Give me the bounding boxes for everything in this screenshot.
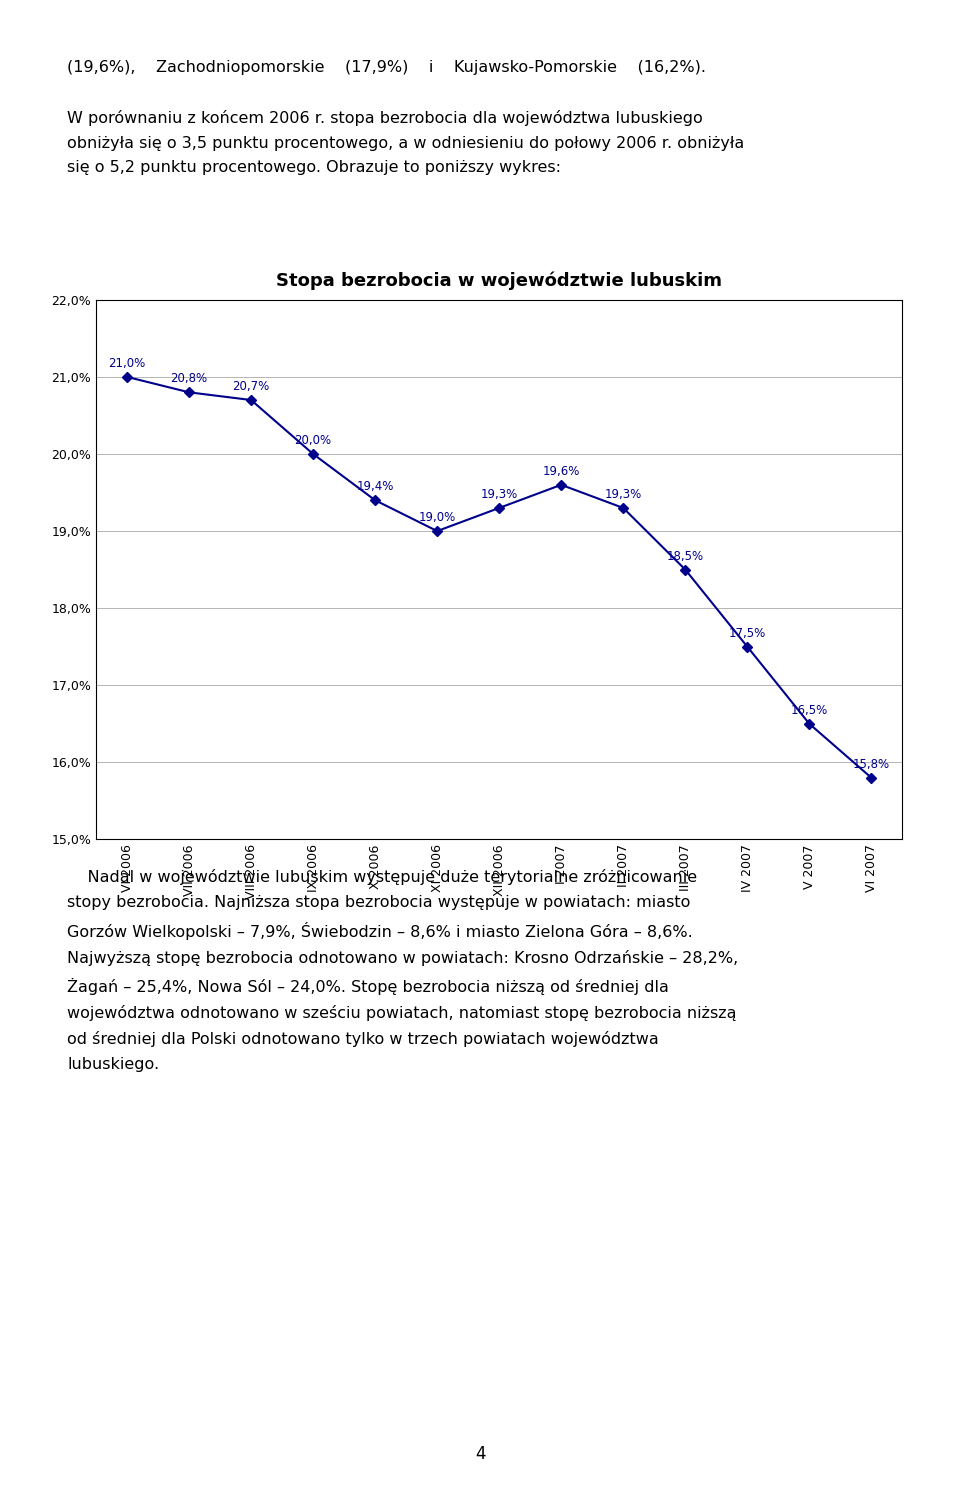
Text: 19,6%: 19,6%: [542, 465, 580, 478]
Text: 20,0%: 20,0%: [295, 435, 331, 447]
Text: 18,5%: 18,5%: [667, 550, 704, 562]
Text: 19,4%: 19,4%: [356, 480, 394, 493]
Text: 4: 4: [475, 1445, 485, 1463]
Text: Nadal w województwie lubuskim występuje duże terytorialne zróżnicowanie
stopy be: Nadal w województwie lubuskim występuje …: [67, 869, 738, 1072]
Text: 19,0%: 19,0%: [419, 511, 456, 525]
Text: 19,3%: 19,3%: [481, 489, 517, 501]
Text: 15,8%: 15,8%: [852, 758, 890, 770]
Text: (19,6%),    Zachodniopomorskie    (17,9%)    i    Kujawsko-Pomorskie    (16,2%).: (19,6%), Zachodniopomorskie (17,9%) i Ku…: [67, 60, 744, 175]
Text: 20,7%: 20,7%: [232, 381, 270, 393]
Text: 17,5%: 17,5%: [729, 627, 766, 640]
Text: 21,0%: 21,0%: [108, 357, 146, 370]
Text: 16,5%: 16,5%: [791, 705, 828, 717]
Text: 19,3%: 19,3%: [605, 489, 642, 501]
Title: Stopa bezrobocia w województwie lubuskim: Stopa bezrobocia w województwie lubuskim: [276, 271, 722, 289]
Text: 20,8%: 20,8%: [171, 372, 207, 385]
